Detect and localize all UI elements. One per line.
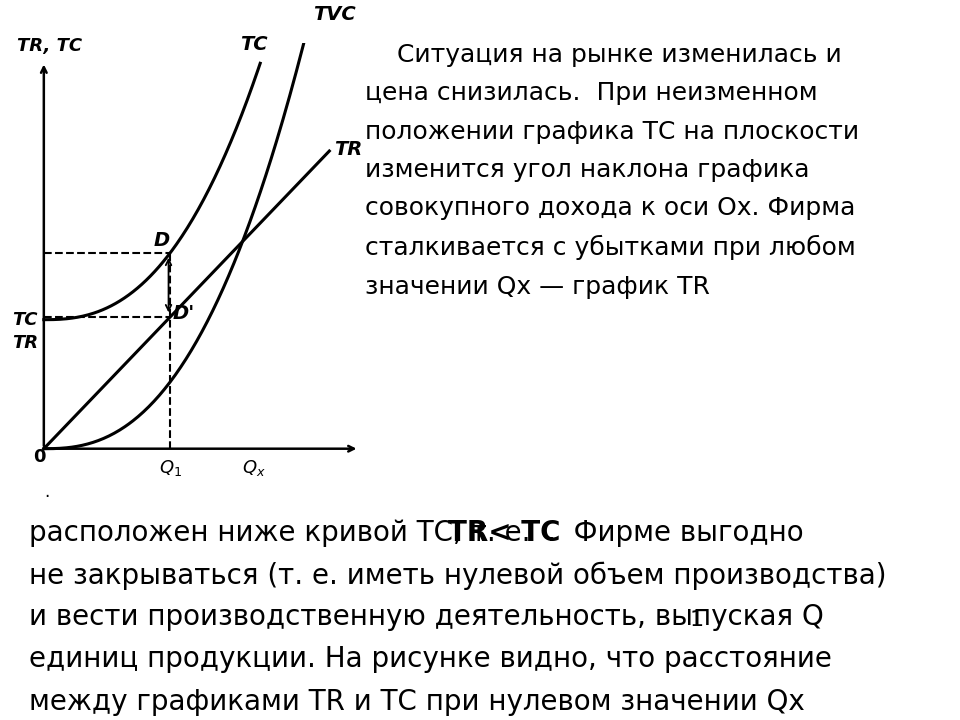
Text: TR< TC: TR< TC: [448, 519, 561, 547]
Text: .  Фирме выгодно: . Фирме выгодно: [547, 519, 804, 547]
Text: TC: TC: [12, 311, 37, 328]
Text: не закрываться (т. е. иметь нулевой объем производства): не закрываться (т. е. иметь нулевой объе…: [29, 562, 886, 590]
Text: TVC: TVC: [313, 5, 355, 24]
Text: TR, TC: TR, TC: [16, 37, 82, 55]
Text: 0: 0: [34, 448, 46, 466]
Text: .: .: [44, 482, 49, 500]
Text: 1: 1: [689, 610, 704, 630]
Text: D: D: [154, 230, 170, 250]
Text: единиц продукции. На рисунке видно, что расстояние: единиц продукции. На рисунке видно, что …: [29, 645, 831, 673]
Text: TR: TR: [12, 334, 37, 352]
Text: и вести производственную деятельность, выпуская Q: и вести производственную деятельность, в…: [29, 603, 824, 631]
Text: $Q_x$: $Q_x$: [242, 458, 266, 477]
Text: между графиками TR и ТС при нулевом значении Qx: между графиками TR и ТС при нулевом знач…: [29, 688, 804, 716]
Text: расположен ниже кривой ТС, т. е.: расположен ниже кривой ТС, т. е.: [29, 519, 540, 547]
Text: $Q_1$: $Q_1$: [158, 458, 181, 477]
Text: TC: TC: [240, 35, 268, 55]
Text: D': D': [173, 304, 195, 323]
Text: Ситуация на рынке изменилась и
цена снизилась.  При неизменном
положении графика: Ситуация на рынке изменилась и цена сниз…: [365, 43, 859, 299]
Text: TR: TR: [334, 140, 362, 158]
